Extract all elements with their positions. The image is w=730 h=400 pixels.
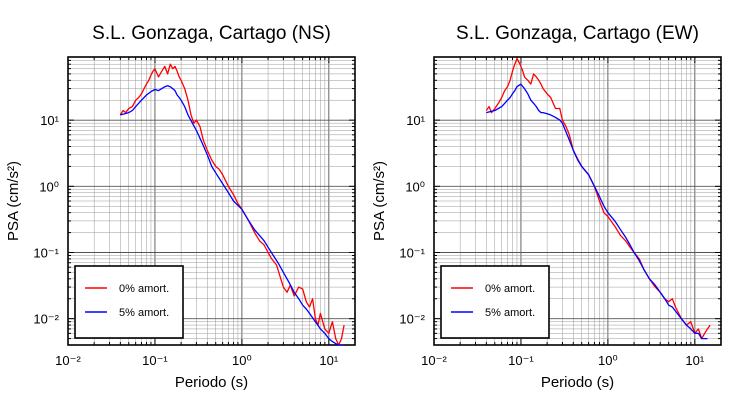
series-line-5-amort-	[120, 85, 345, 346]
y-tick-label: 10⁻²	[33, 312, 59, 327]
chart-panel-ew: S.L. Gonzaga, Cartago (EW) Periodo (s) P…	[371, 23, 722, 391]
chart-title: S.L. Gonzaga, Cartago (NS)	[92, 23, 331, 44]
y-tick-label: 10⁻²	[399, 312, 425, 327]
legend-box	[74, 265, 184, 339]
legend: 0% amort. 5% amort.	[74, 265, 184, 339]
plot-area: 10⁻² 10⁻¹ 10⁰ 10¹ 10⁻² 10⁻¹ 10⁰ 10¹	[399, 56, 722, 368]
plot-area: 10⁻² 10⁻¹ 10⁰ 10¹ 10⁻² 10⁻¹ 10⁰ 10¹	[33, 56, 356, 368]
x-tick-label: 10¹	[685, 353, 704, 368]
y-axis-label: PSA (cm/s²)	[5, 161, 22, 241]
y-tick-label: 10¹	[406, 113, 425, 128]
legend: 0% amort. 5% amort.	[440, 265, 550, 339]
x-axis-label: Periodo (s)	[175, 374, 248, 391]
y-tick-label: 10⁻¹	[33, 245, 59, 260]
series-line-5-amort-	[486, 83, 708, 340]
legend-label: 0% amort.	[119, 283, 169, 295]
chart-title: S.L. Gonzaga, Cartago (EW)	[456, 23, 699, 44]
y-axis-label: PSA (cm/s²)	[371, 161, 388, 241]
x-tick-label: 10⁰	[232, 353, 252, 368]
plot-frame	[67, 56, 356, 346]
plot-frame	[433, 56, 722, 346]
x-tick-label: 10⁻²	[55, 353, 81, 368]
y-tick-label: 10⁻¹	[399, 245, 425, 260]
x-tick-label: 10¹	[319, 353, 338, 368]
chart-panel-ns: S.L. Gonzaga, Cartago (NS) Periodo (s) P…	[5, 23, 356, 391]
x-tick-label: 10⁻¹	[142, 353, 168, 368]
legend-label: 5% amort.	[485, 307, 535, 319]
x-axis-label: Periodo (s)	[541, 374, 614, 391]
y-tick-label: 10⁰	[39, 179, 59, 194]
legend-box	[440, 265, 550, 339]
x-tick-label: 10⁰	[598, 353, 618, 368]
x-tick-label: 10⁻¹	[508, 353, 534, 368]
y-tick-label: 10¹	[40, 113, 59, 128]
legend-label: 5% amort.	[119, 307, 169, 319]
legend-label: 0% amort.	[485, 283, 535, 295]
grid	[67, 56, 356, 346]
x-tick-label: 10⁻²	[421, 353, 447, 368]
y-tick-label: 10⁰	[405, 179, 425, 194]
series-line-0-amort-	[119, 63, 345, 346]
grid	[433, 56, 722, 346]
